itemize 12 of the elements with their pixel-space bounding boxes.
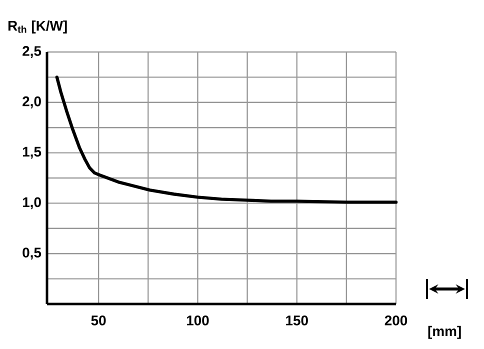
x-axis-title: [mm] bbox=[428, 326, 461, 339]
line-series bbox=[55, 76, 398, 204]
y-axis-title: R$_{th}$ [K/W] bbox=[8, 20, 67, 34]
y-tick-label: 2,0 bbox=[22, 96, 41, 108]
y-tick-label: 1,0 bbox=[22, 197, 41, 210]
x-tick-label: 50 bbox=[91, 316, 106, 326]
x-tick-label: 150 bbox=[286, 316, 308, 326]
y-tick-label: 0,5 bbox=[22, 248, 42, 260]
y-tick-label: 2,5 bbox=[22, 46, 42, 58]
y-tick-label: 1,5 bbox=[22, 146, 42, 159]
x-tick-label: 200 bbox=[384, 316, 408, 326]
x-tick-label: 100 bbox=[186, 316, 209, 326]
